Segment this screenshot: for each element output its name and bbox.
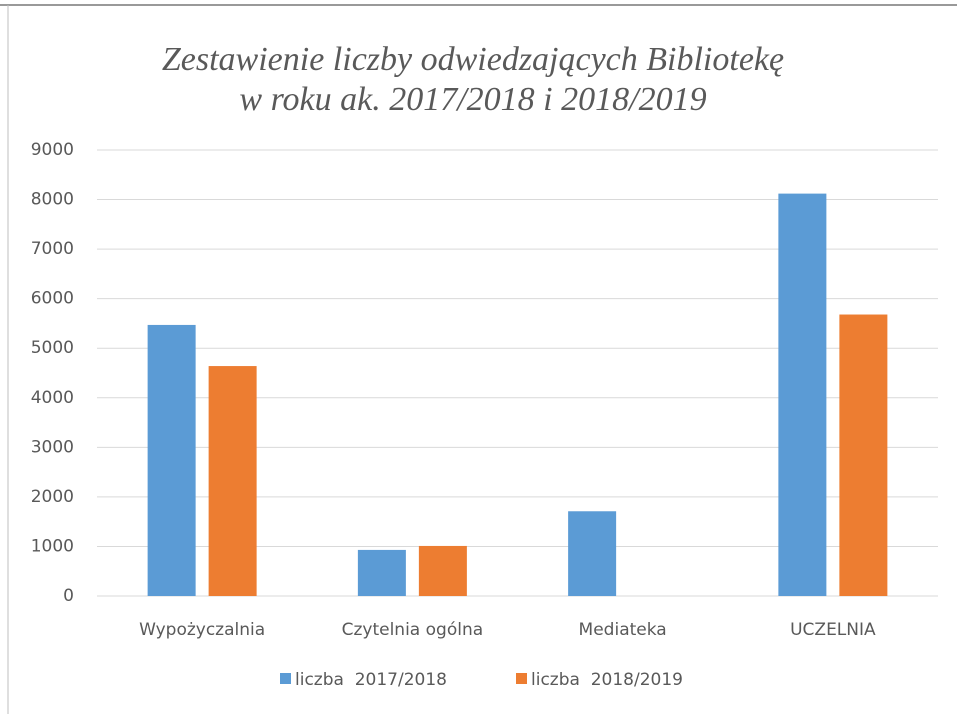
bar [778,193,827,596]
legend-label: liczba 2018/2019 [531,670,683,690]
bar [208,366,257,596]
x-tick-label: Czytelnia ogólna [342,620,484,640]
bar [418,545,467,596]
legend-swatch [516,673,527,684]
y-tick-label: 0 [63,586,74,606]
bar [147,324,196,596]
y-tick-label: 5000 [31,338,74,358]
y-tick-label: 2000 [31,487,74,507]
legend-swatch [280,673,291,684]
y-tick-label: 6000 [31,289,74,309]
chart-title: Zestawienie liczby odwiedzających Biblio… [162,41,784,78]
y-tick-label: 8000 [31,190,74,210]
chart-title: w roku ak. 2017/2018 i 2018/2019 [239,81,706,118]
y-tick-label: 1000 [31,536,74,556]
bar [839,314,888,596]
y-tick-label: 9000 [31,140,74,160]
x-tick-label: UCZELNIA [790,620,876,640]
x-tick-label: Mediateka [579,620,667,640]
y-tick-label: 7000 [31,239,74,259]
bar [568,511,617,596]
bar [357,549,406,596]
y-tick-label: 4000 [31,388,74,408]
legend-label: liczba 2017/2018 [295,670,447,690]
x-tick-label: Wypożyczalnia [139,620,265,640]
y-tick-label: 3000 [31,437,74,457]
